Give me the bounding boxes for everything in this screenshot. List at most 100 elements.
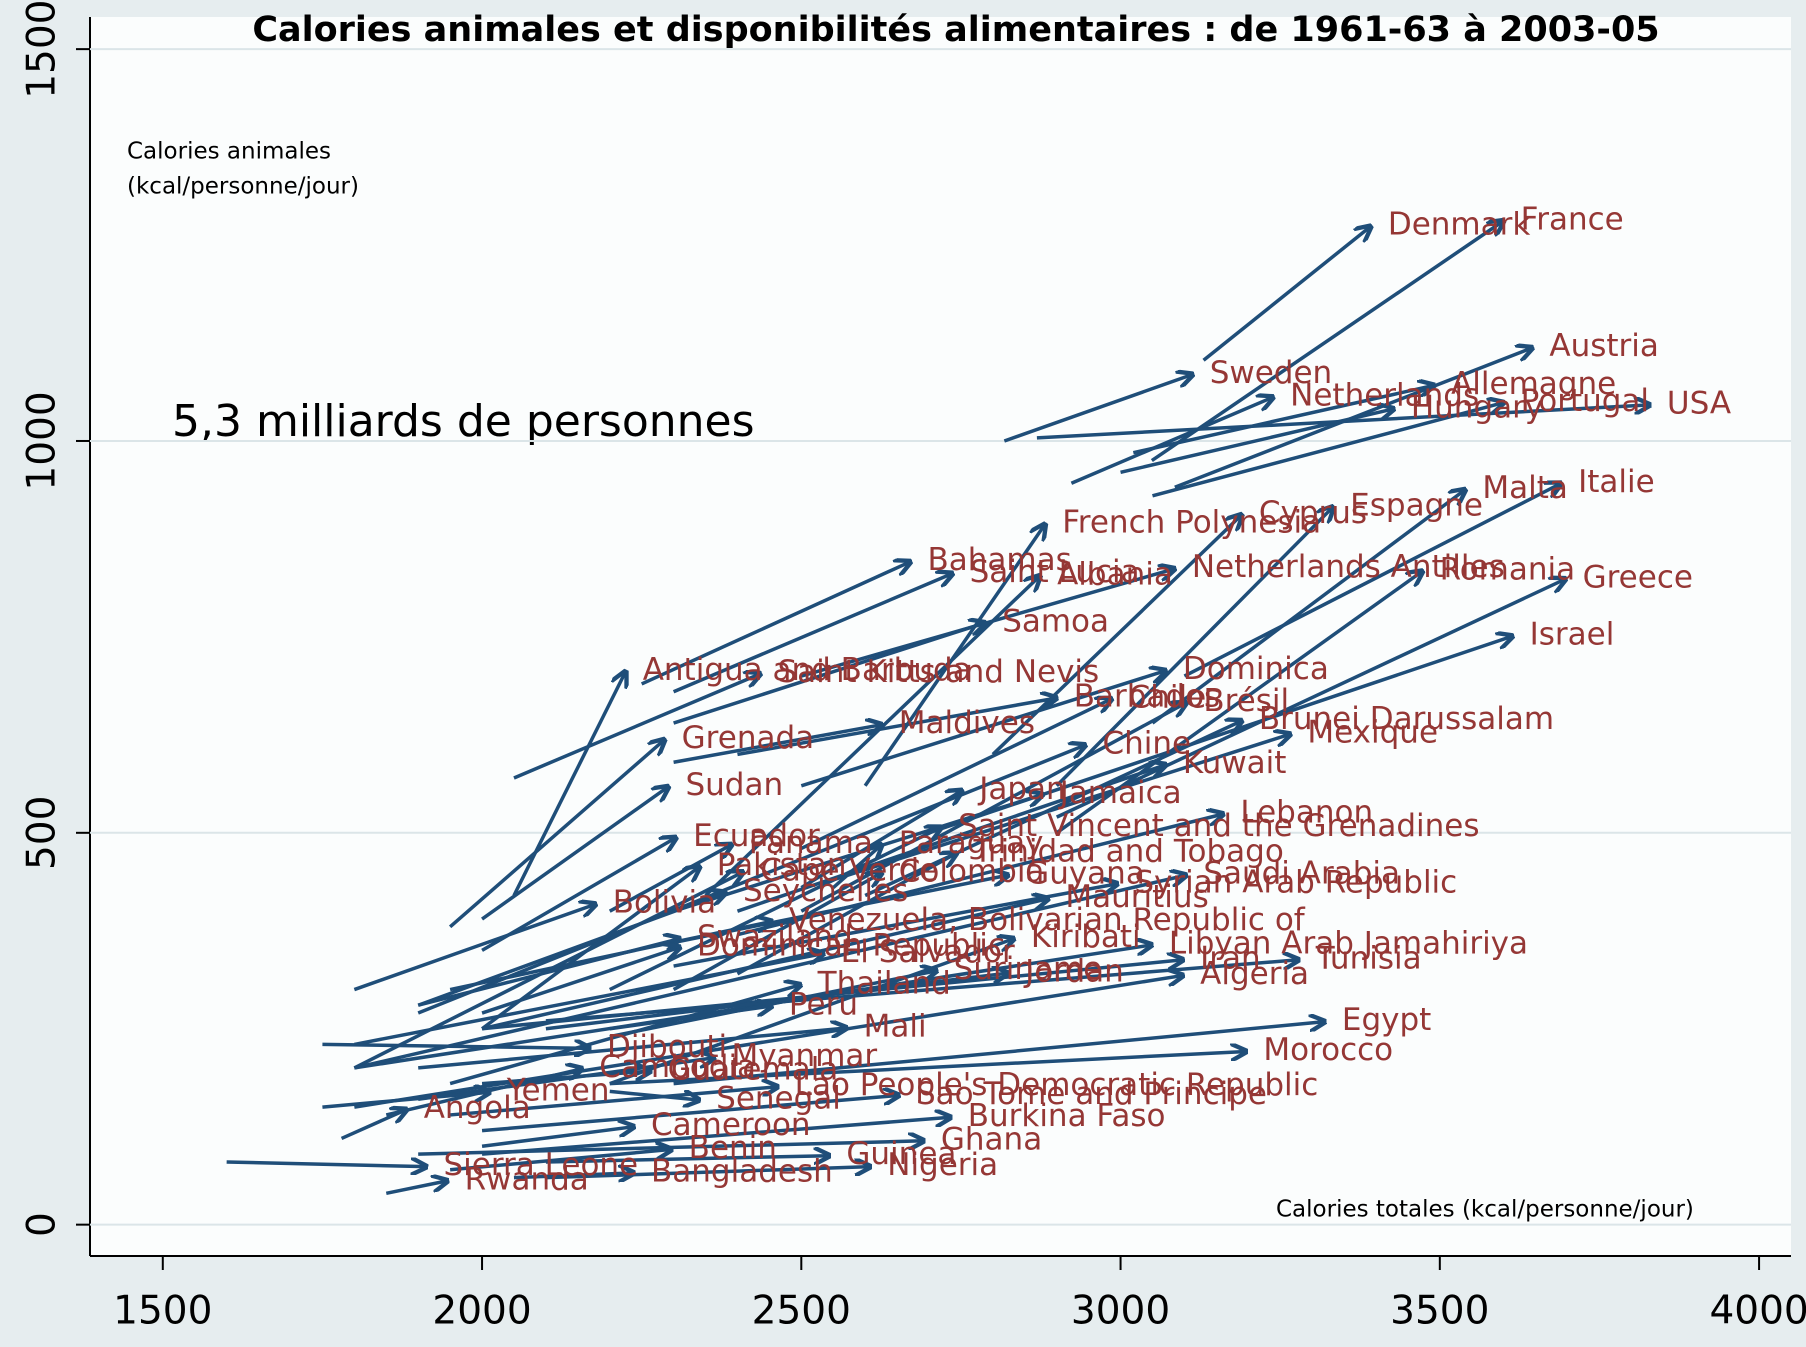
country-label: Swaziland (697, 919, 853, 955)
arrow (545, 1156, 830, 1162)
arrow (673, 794, 1043, 913)
country-label: Burkina Faso (968, 1098, 1166, 1134)
arrow (354, 975, 1183, 1109)
country-label: Myanmar (731, 1038, 877, 1074)
arrow (481, 1071, 651, 1086)
country-label: Nigeria (887, 1147, 998, 1183)
x-tick-label: 2500 (752, 1289, 851, 1334)
country-label: Chile (1129, 679, 1207, 715)
arrow (417, 745, 1085, 1015)
country-label: Egypt (1342, 1002, 1431, 1038)
country-label: French Polynesia (1062, 505, 1321, 541)
country-label: Malta (1482, 470, 1568, 506)
country-label: Lebanon (1240, 795, 1373, 831)
country-label: Saint Lucia (970, 554, 1140, 590)
country-label: Netherlands (1290, 378, 1479, 414)
country-label: Saint Vincent and the Grenadines (958, 808, 1479, 844)
y-axis-label: Calories animales (127, 139, 331, 165)
country-label: Trinidad and Tobago (972, 834, 1283, 870)
country-label: Pakistan (717, 847, 847, 883)
country-label: Allemagne (1451, 366, 1616, 402)
country-label: Italie (1578, 464, 1655, 500)
arrow (353, 904, 595, 992)
arrow (545, 1167, 870, 1180)
arrow (672, 873, 882, 992)
arrow (1003, 374, 1192, 443)
country-label: USA (1667, 385, 1731, 421)
country-label: Cyprus (1259, 495, 1367, 531)
arrow (800, 671, 1166, 788)
arrow (481, 1127, 634, 1149)
arrow (512, 671, 626, 897)
country-label: Dominica (1183, 651, 1329, 687)
country-label: Saudi Arabia (1203, 856, 1400, 892)
arrow (1151, 490, 1465, 725)
arrow (672, 573, 953, 694)
arrow (832, 845, 882, 889)
country-label: Venezuela, Bolivarian Republic of (789, 902, 1306, 938)
arrow (449, 985, 801, 1086)
country-label: Albania (1057, 556, 1173, 592)
country-label: Sao Tome and Principe (916, 1076, 1267, 1112)
arrow (1055, 507, 1333, 788)
country-label: Kuwait (1183, 745, 1287, 781)
arrow (736, 853, 956, 976)
country-label: Paraguay (899, 825, 1044, 861)
y-tick-label: 1500 (20, 0, 65, 99)
country-label: Ghana (941, 1121, 1042, 1157)
country-label: Saint Kitts and Nevis (777, 654, 1099, 690)
country-label: France (1521, 201, 1624, 237)
arrow (673, 725, 882, 765)
x-tick-label: 3500 (1390, 1289, 1489, 1334)
country-label: Rwanda (465, 1161, 589, 1197)
country-label: Jamaica (1058, 775, 1182, 811)
country-label: Brésil (1203, 683, 1289, 719)
country-label: Cape Verde (760, 852, 938, 888)
arrow (513, 674, 760, 780)
arrow (1202, 226, 1371, 362)
country-label: Mali (864, 1008, 927, 1044)
arrow (322, 1044, 590, 1048)
x-axis-label: Calories totales (kcal/personne/jour) (1276, 1197, 1694, 1223)
arrow (354, 953, 823, 1047)
arrow (609, 1051, 1247, 1086)
arrow (991, 515, 1242, 756)
country-label: Yemen (506, 1073, 610, 1109)
country-label: Senegal (716, 1081, 841, 1117)
country-label: El Salvador (841, 934, 1015, 970)
country-label: Guinea (846, 1136, 956, 1172)
arrow (1055, 579, 1566, 819)
arrow (800, 699, 1111, 851)
country-label: Colombia (899, 853, 1045, 889)
country-label: Sierra Leone (443, 1147, 638, 1183)
country-label: Israel (1530, 617, 1615, 653)
country-label: Syrian Arab Republic (1134, 864, 1457, 900)
country-label: Sweden (1210, 355, 1333, 391)
arrow (449, 1087, 778, 1117)
country-label: Bahamas (927, 542, 1071, 578)
chart-title: Calories animales et disponibilités alim… (252, 10, 1659, 50)
country-label: Maldives (899, 705, 1035, 741)
country-label: Espagne (1350, 487, 1483, 523)
country-label: Thailand (817, 965, 951, 1001)
country-label: Guyana (1025, 856, 1145, 892)
arrow (1183, 483, 1561, 678)
arrow (609, 1006, 772, 1031)
country-label: Djibouti (607, 1029, 727, 1065)
country-label: Mexique (1307, 715, 1438, 751)
arrow (609, 1089, 699, 1100)
arrow (418, 1028, 846, 1070)
x-tick-label: 1500 (113, 1289, 212, 1334)
country-label: Japan (977, 771, 1065, 807)
country-label: Grenada (682, 720, 814, 756)
country-label: Angola (424, 1090, 531, 1126)
arrow (832, 734, 1290, 882)
country-label: Denmark (1388, 207, 1531, 243)
country-label: Jordan (1023, 954, 1124, 990)
country-label: Mauritius (1065, 879, 1208, 915)
country-label: Peru (789, 987, 858, 1023)
country-label: Kiribati (1031, 919, 1141, 955)
country-label: Iran (1200, 940, 1261, 976)
arrow (417, 939, 680, 1007)
